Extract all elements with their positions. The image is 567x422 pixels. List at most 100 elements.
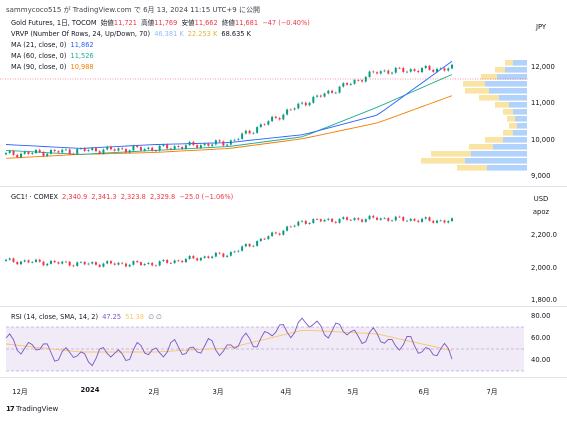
gold-tocom-candle — [12, 150, 15, 155]
gc-comex-candle — [16, 261, 19, 265]
gold-tocom-candle — [304, 102, 307, 106]
gold-tocom-candle — [199, 145, 202, 148]
vrvp-down-bar — [485, 137, 503, 143]
ma60-label: MA (60, close, 0) — [11, 52, 67, 60]
gc-comex-candle — [447, 221, 450, 223]
gc-comex-candle — [259, 238, 262, 242]
price-tick: 9,000 — [531, 172, 551, 180]
gold-tocom-candle — [417, 70, 420, 73]
vrvp-up-bar — [485, 81, 527, 87]
gc-comex-candle — [184, 258, 187, 263]
rsi-tick: 40.00 — [531, 356, 551, 364]
gold-tocom-candle — [68, 149, 71, 154]
gold-tocom-candle — [237, 138, 240, 140]
pane-separator[interactable] — [0, 186, 567, 187]
gc-comex-candle — [319, 219, 322, 222]
vrvp-up-bar — [489, 88, 527, 94]
vrvp-label: VRVP (Number Of Rows, 24, Up/Down, 70) — [11, 30, 151, 38]
vrvp-down-bar — [509, 123, 517, 129]
gc-comex-candle — [372, 215, 375, 218]
pane2-symbol[interactable]: GC1! · COMEX — [11, 193, 59, 201]
rsi-visibility-icon[interactable]: ∅ ∅ — [148, 313, 162, 321]
gc-comex-candle — [256, 241, 259, 246]
gold-tocom-candle — [406, 71, 409, 73]
xaxis-label: 7月 — [486, 388, 498, 396]
gc-comex-candle — [207, 256, 210, 258]
vrvp-total: 68.635 K — [221, 30, 251, 38]
vrvp-down-bar — [463, 81, 485, 87]
gold-tocom-candle — [428, 65, 431, 70]
gold-tocom-candle — [436, 68, 439, 72]
gold-tocom-candle — [301, 102, 304, 104]
gold-tocom-candle — [282, 114, 285, 120]
gc-comex-candle — [72, 265, 75, 267]
gc-comex-candle — [376, 217, 379, 220]
gold-tocom-candle — [334, 92, 337, 94]
rsi-label: RSI (14, close, SMA, 14, 2) — [11, 313, 99, 321]
vrvp-down-bar — [479, 95, 499, 101]
gc-comex-candle — [271, 232, 274, 237]
gold-tocom-candle — [34, 149, 37, 154]
rsi-legend[interactable]: RSI (14, close, SMA, 14, 2) 47.25 51.38 … — [11, 313, 162, 322]
gc-comex-candle — [196, 258, 199, 261]
ma21-legend[interactable]: MA (21, close, 0) 11,862 — [11, 41, 94, 50]
gold-tocom-candle — [402, 67, 405, 73]
vrvp-up-bar — [471, 151, 527, 157]
ma90-legend[interactable]: MA (90, close, 0) 10,988 — [11, 63, 94, 72]
gold-tocom-candle — [42, 152, 45, 156]
gc-comex-candle — [162, 259, 165, 262]
gc-comex-candle — [166, 259, 169, 263]
pane1-legend: Gold Futures, 1日, TOCOM 始値11,721 高値11,76… — [11, 19, 310, 28]
ma90-value: 10,988 — [70, 63, 94, 71]
gold-tocom-candle — [214, 140, 217, 145]
chart-canvas[interactable] — [0, 0, 567, 400]
gc-comex-candle — [346, 217, 349, 220]
gold-tocom-candle — [271, 116, 274, 122]
gold-tocom-candle — [139, 147, 142, 151]
gold-tocom-candle — [222, 141, 225, 146]
gold-tocom-candle — [451, 64, 453, 69]
gc-comex-candle — [451, 218, 453, 222]
gc-comex-candle — [31, 261, 34, 263]
ma60-legend[interactable]: MA (60, close, 0) 11,526 — [11, 52, 94, 61]
vrvp-up-bar — [513, 109, 527, 115]
pane1-symbol[interactable]: Gold Futures, 1日, TOCOM — [11, 19, 97, 27]
xaxis-label: 2024 — [80, 386, 100, 394]
vrvp-down-bar — [465, 88, 489, 94]
gold-tocom-candle — [192, 141, 195, 146]
gc-comex-candle — [128, 264, 131, 267]
gold-tocom-candle — [109, 146, 112, 150]
gold-tocom-candle — [293, 108, 296, 110]
gold-tocom-candle — [319, 95, 322, 97]
gc-comex-candle — [226, 255, 229, 257]
gold-tocom-candle — [229, 140, 232, 145]
gc-comex-candle — [383, 218, 386, 219]
gc-comex-candle — [64, 261, 67, 263]
tradingview-brand[interactable]: 17 TradingView — [6, 405, 58, 413]
pane-separator[interactable] — [0, 306, 567, 307]
gc-comex-candle — [34, 259, 37, 262]
gc-comex-candle — [23, 260, 26, 262]
vrvp-down-bar — [457, 165, 487, 171]
pane2-change: −25.0 (−1.06%) — [179, 193, 234, 201]
gc-comex-candle — [109, 261, 112, 264]
gold-tocom-candle — [53, 149, 56, 152]
gold-tocom-candle — [19, 153, 22, 158]
gold-tocom-candle — [49, 149, 52, 154]
vrvp-down-bar — [505, 60, 513, 66]
rsi-tick: 60.00 — [531, 334, 551, 342]
gold-tocom-candle — [87, 150, 90, 152]
gc-comex-candle — [263, 238, 266, 240]
gc-comex-candle — [413, 218, 416, 221]
gold-tocom-candle — [252, 132, 255, 134]
gold-tocom-candle — [162, 144, 165, 146]
vrvp-legend[interactable]: VRVP (Number Of Rows, 24, Up/Down, 70) 4… — [11, 30, 251, 39]
gold-tocom-candle — [409, 69, 412, 72]
gold-tocom-candle — [27, 151, 30, 154]
ma90-label: MA (90, close, 0) — [11, 63, 67, 71]
gc-comex-candle — [267, 236, 270, 240]
vrvp-down-bar — [469, 144, 493, 150]
gold-tocom-candle — [372, 71, 375, 73]
gold-tocom-candle — [91, 148, 94, 151]
gc-comex-candle — [282, 230, 285, 235]
